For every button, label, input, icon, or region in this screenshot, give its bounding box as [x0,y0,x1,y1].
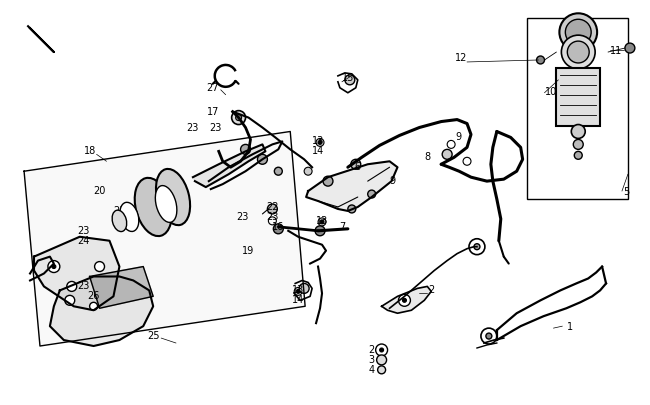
Circle shape [48,261,60,273]
Circle shape [402,298,406,303]
Text: 23: 23 [209,122,222,132]
Bar [526,19,628,200]
Polygon shape [24,132,305,346]
Circle shape [240,145,250,155]
Circle shape [257,155,267,165]
Text: 16: 16 [272,221,285,231]
Circle shape [469,239,485,255]
Circle shape [323,177,333,187]
Ellipse shape [156,170,190,226]
Text: 12: 12 [455,53,467,63]
Text: 14: 14 [292,294,304,305]
Circle shape [351,160,361,170]
Text: 7: 7 [339,221,345,231]
Circle shape [235,115,242,121]
Polygon shape [34,237,120,311]
Circle shape [348,205,356,213]
Text: 24: 24 [77,235,90,245]
Text: 22: 22 [266,201,279,211]
Circle shape [231,111,246,125]
Circle shape [376,344,387,356]
Circle shape [566,20,591,46]
Circle shape [274,168,282,176]
Text: 3: 3 [369,354,375,364]
Text: 13: 13 [292,285,304,295]
Text: 23: 23 [77,281,90,291]
Circle shape [345,76,355,85]
Text: 26: 26 [87,291,100,301]
Polygon shape [90,267,153,309]
Text: 4: 4 [369,364,375,374]
Text: 2: 2 [428,285,434,295]
Circle shape [95,262,105,272]
Text: 27: 27 [207,83,219,93]
Text: 8: 8 [424,152,430,162]
Text: 18: 18 [83,146,96,156]
Text: 23: 23 [266,211,279,222]
Text: 23: 23 [187,122,199,132]
Text: 14: 14 [312,146,324,156]
Circle shape [486,333,492,339]
Circle shape [318,141,322,145]
Ellipse shape [120,203,139,232]
Circle shape [316,139,324,147]
Polygon shape [306,162,398,211]
Text: 9: 9 [455,132,461,142]
Circle shape [560,14,597,52]
Text: 19: 19 [242,245,255,255]
Circle shape [294,288,302,296]
Circle shape [67,282,77,292]
Polygon shape [382,287,431,313]
Circle shape [625,44,635,54]
Text: 5: 5 [623,187,629,196]
Text: 23: 23 [237,211,249,222]
Circle shape [274,224,283,234]
Circle shape [296,290,300,294]
Ellipse shape [155,186,177,223]
Circle shape [267,205,278,214]
Circle shape [52,265,56,269]
Text: 2: 2 [369,344,375,354]
Circle shape [562,36,595,70]
Circle shape [573,140,583,150]
Circle shape [474,244,480,250]
Circle shape [398,294,410,307]
Circle shape [299,284,309,294]
Ellipse shape [112,211,127,232]
Circle shape [318,218,326,226]
Text: 15: 15 [342,72,354,83]
Circle shape [536,57,545,65]
Text: 25: 25 [147,330,159,340]
Text: 10: 10 [545,87,558,96]
Circle shape [304,168,312,176]
Circle shape [65,296,75,305]
Bar [556,69,600,126]
Circle shape [368,191,376,198]
Circle shape [376,355,387,365]
Circle shape [575,152,582,160]
Text: 1: 1 [567,321,573,331]
Circle shape [442,150,452,160]
Circle shape [571,125,585,139]
Text: 13: 13 [312,136,324,146]
Polygon shape [193,145,265,188]
Text: 20: 20 [94,185,106,196]
Circle shape [380,348,383,352]
Text: 17: 17 [207,107,219,116]
Circle shape [90,303,97,311]
Text: 11: 11 [610,46,622,56]
Ellipse shape [135,178,172,237]
Circle shape [378,366,385,374]
Circle shape [481,328,497,344]
Circle shape [315,226,325,236]
Text: 23: 23 [77,225,90,235]
Polygon shape [50,277,153,346]
Text: 13: 13 [316,215,328,225]
Text: 21: 21 [113,205,125,215]
Circle shape [320,220,324,224]
Text: 9: 9 [389,176,396,185]
Circle shape [567,42,589,64]
Text: 6: 6 [355,162,361,172]
